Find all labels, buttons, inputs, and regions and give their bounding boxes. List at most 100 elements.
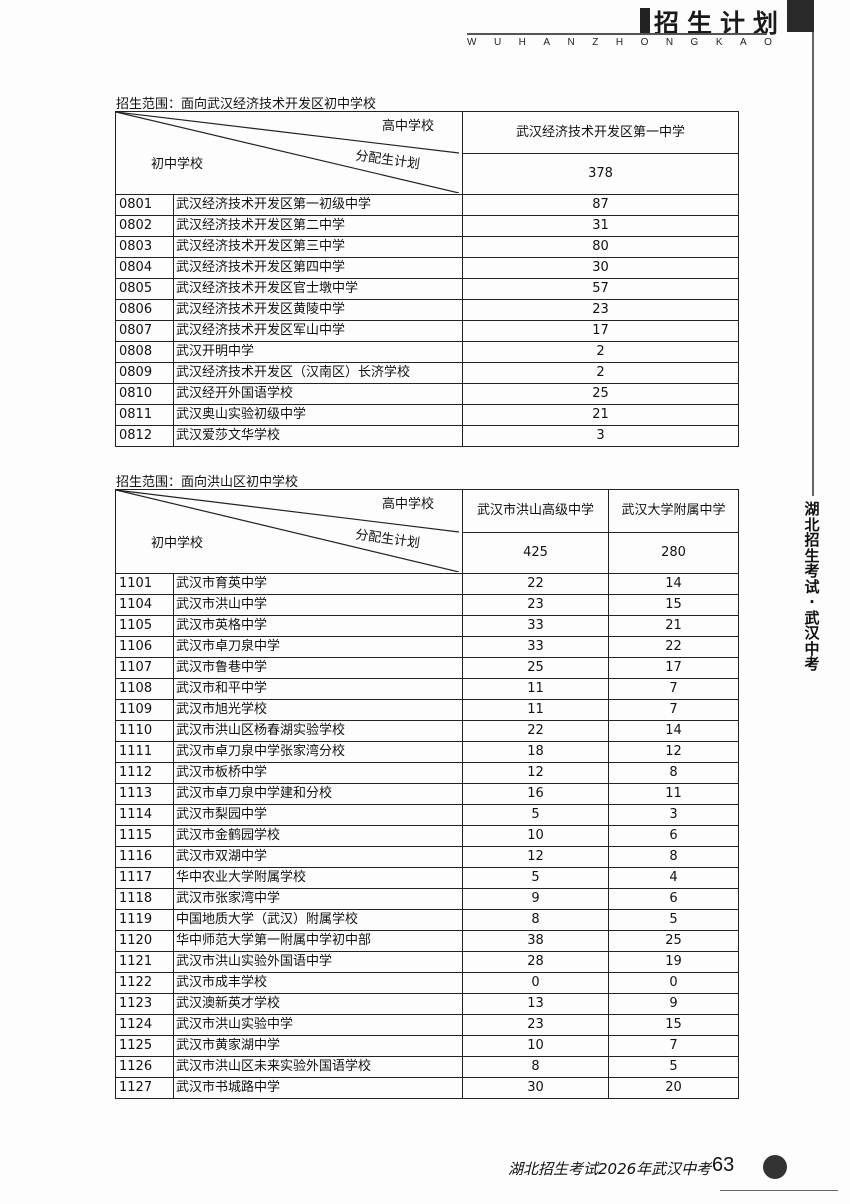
school-name: 武汉市板桥中学	[173, 762, 463, 784]
allocation-value: 22	[461, 720, 610, 742]
logo-icon	[763, 1155, 787, 1179]
allocation-value: 23	[461, 594, 610, 616]
table-hongshan: 高中学校 分配生计划 初中学校 武汉市洪山高级中学 武汉大学附属中学 425 280 1101…	[115, 489, 739, 1099]
allocation-value: 9	[461, 888, 610, 910]
school-name: 武汉市张家湾中学	[173, 888, 463, 910]
school-name: 中国地质大学（武汉）附属学校	[173, 909, 463, 931]
allocation-value: 21	[608, 615, 739, 637]
table-row: 1123 武汉澳新英才学校 13 9	[115, 993, 739, 1015]
pinyin-letter: N	[665, 37, 674, 48]
allocation-value: 31	[462, 215, 739, 237]
table-economic-zone: 高中学校 分配生计划 初中学校 武汉经济技术开发区第一中学 378 0801 武汉经济技术开…	[115, 111, 739, 447]
pinyin-letter: K	[715, 37, 723, 48]
school-code: 0807	[115, 320, 174, 342]
table-row: 1122 武汉市成丰学校 0 0	[115, 972, 739, 994]
table-row: 1107 武汉市鲁巷中学 25 17	[115, 657, 739, 679]
pinyin-letter: O	[640, 37, 649, 48]
school-code: 1113	[115, 783, 174, 805]
table-row: 1116 武汉市双湖中学 12 8	[115, 846, 739, 868]
allocation-total: 425	[461, 532, 610, 574]
school-name: 武汉市洪山实验中学	[173, 1014, 463, 1036]
allocation-value: 57	[462, 278, 739, 300]
school-code: 1109	[115, 699, 174, 721]
allocation-value: 11	[461, 678, 610, 700]
school-name: 武汉经开外国语学校	[173, 383, 463, 405]
school-name: 武汉经济技术开发区军山中学	[173, 320, 463, 342]
table-row: 1120 华中师范大学第一附属中学初中部 38 25	[115, 930, 739, 952]
table-row: 1112 武汉市板桥中学 12 8	[115, 762, 739, 784]
school-name: 武汉市梨园中学	[173, 804, 463, 826]
school-code: 0804	[115, 257, 174, 279]
table-row: 0812 武汉爱莎文华学校 3	[115, 425, 739, 447]
allocation-value: 8	[461, 1056, 610, 1078]
school-name: 武汉爱莎文华学校	[173, 425, 463, 447]
allocation-total: 280	[608, 532, 739, 574]
school-code: 0802	[115, 215, 174, 237]
school-code: 1105	[115, 615, 174, 637]
side-rule	[812, 32, 814, 496]
school-code: 1126	[115, 1056, 174, 1078]
allocation-value: 2	[462, 362, 739, 384]
allocation-value: 6	[608, 888, 739, 910]
pinyin-letter: U	[493, 37, 502, 48]
allocation-value: 7	[608, 678, 739, 700]
table-row: 1105 武汉市英格中学 33 21	[115, 615, 739, 637]
school-code: 0801	[115, 194, 174, 216]
school-code: 1117	[115, 867, 174, 889]
high-school-header: 武汉经济技术开发区第一中学	[462, 111, 739, 154]
table-row: 0802 武汉经济技术开发区第二中学 31	[115, 215, 739, 237]
school-name: 武汉市成丰学校	[173, 972, 463, 994]
school-name: 武汉市洪山区未来实验外国语学校	[173, 1056, 463, 1078]
school-code: 1114	[115, 804, 174, 826]
allocation-value: 80	[462, 236, 739, 258]
allocation-value: 10	[461, 825, 610, 847]
allocation-value: 22	[608, 636, 739, 658]
allocation-value: 33	[461, 636, 610, 658]
table-row: 1115 武汉市金鹤园学校 10 6	[115, 825, 739, 847]
school-code: 1120	[115, 930, 174, 952]
pinyin-letter: H	[615, 37, 624, 48]
allocation-value: 23	[462, 299, 739, 321]
allocation-value: 0	[608, 972, 739, 994]
school-name: 武汉市洪山中学	[173, 594, 463, 616]
school-name: 武汉经济技术开发区黄陵中学	[173, 299, 463, 321]
table2-caption: 招生范围：面向洪山区初中学校	[116, 475, 299, 490]
allocation-value: 30	[461, 1077, 610, 1099]
footer-rule	[720, 1190, 838, 1191]
school-code: 1127	[115, 1077, 174, 1099]
high-school-header: 武汉市洪山高级中学	[461, 489, 610, 533]
school-name: 武汉市洪山实验外国语中学	[173, 951, 463, 973]
allocation-value: 4	[608, 867, 739, 889]
school-code: 1106	[115, 636, 174, 658]
pinyin-letter: A	[739, 37, 747, 48]
allocation-value: 17	[608, 657, 739, 679]
allocation-value: 28	[461, 951, 610, 973]
school-code: 1119	[115, 909, 174, 931]
school-code: 1125	[115, 1035, 174, 1057]
allocation-value: 9	[608, 993, 739, 1015]
school-name: 武汉经济技术开发区（汉南区）长济学校	[173, 362, 463, 384]
pinyin-letter: H	[518, 37, 526, 48]
allocation-value: 5	[461, 867, 610, 889]
school-name: 武汉开明中学	[173, 341, 463, 363]
side-vertical-title: 湖北招生考试·武汉中考	[804, 500, 820, 673]
allocation-value: 11	[461, 699, 610, 721]
allocation-value: 5	[608, 909, 739, 931]
footer-text: 湖北招生考试2026年武汉中考	[508, 1160, 712, 1178]
allocation-value: 14	[608, 573, 739, 595]
table1-caption: 招生范围：面向武汉经济技术开发区初中学校	[116, 97, 377, 112]
allocation-value: 5	[461, 804, 610, 826]
table-row: 1101 武汉市育英中学 22 14	[115, 573, 739, 595]
pinyin-letter: G	[690, 37, 699, 48]
school-code: 1122	[115, 972, 174, 994]
table-row: 1119 中国地质大学（武汉）附属学校 8 5	[115, 909, 739, 931]
pinyin-letter: N	[567, 37, 575, 48]
table-row: 0809 武汉经济技术开发区（汉南区）长济学校 2	[115, 362, 739, 384]
corner-label-high-school: 高中学校	[381, 497, 434, 512]
page-number: 63	[712, 1154, 735, 1176]
school-code: 0805	[115, 278, 174, 300]
school-name: 武汉市洪山区杨春湖实验学校	[173, 720, 463, 742]
table-row: 1111 武汉市卓刀泉中学张家湾分校 18 12	[115, 741, 739, 763]
